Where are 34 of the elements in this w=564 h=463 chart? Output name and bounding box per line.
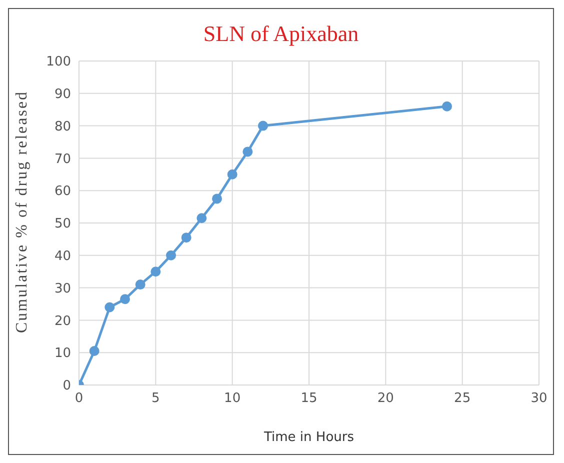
y-tick-label: 50 [54, 216, 71, 232]
y-tick-label: 100 [46, 54, 71, 70]
x-tick-label: 10 [224, 391, 241, 406]
y-tick-label: 90 [54, 87, 71, 102]
point [120, 294, 130, 304]
point [196, 213, 207, 224]
y-tick-label: 60 [54, 184, 71, 200]
y-tick-label: 80 [54, 119, 71, 134]
x-axis-title: Time in Hours [262, 430, 354, 445]
x-tick-label: 15 [300, 391, 318, 406]
point [104, 302, 115, 312]
x-tick-label: 5 [152, 391, 160, 406]
y-axis-title: Cumulative % of drug released [14, 90, 31, 333]
x-tick-label: 30 [530, 391, 548, 406]
y-tick-label: 30 [54, 281, 71, 296]
point [135, 280, 146, 290]
y-tick-label: 10 [54, 346, 71, 362]
point [89, 346, 100, 356]
x-tick-label: 20 [377, 391, 394, 406]
x-tick-label: 0 [74, 391, 84, 406]
y-tick-label: 20 [54, 314, 71, 329]
y-tick-label: 40 [54, 249, 71, 264]
point [166, 250, 176, 260]
point [181, 232, 192, 243]
point [227, 169, 238, 180]
chart-title: SLN of Apixaban [202, 21, 360, 47]
point [212, 194, 222, 204]
point [150, 266, 161, 277]
x-tick-label: 25 [454, 391, 471, 406]
point [258, 120, 268, 131]
point [242, 146, 253, 157]
point [442, 101, 452, 112]
y-tick-label: 70 [54, 152, 71, 167]
y-tick-label: 0 [62, 378, 71, 394]
